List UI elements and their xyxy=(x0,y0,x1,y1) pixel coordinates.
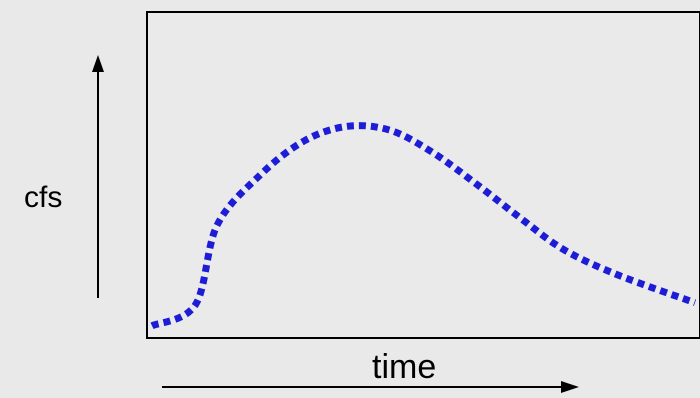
x-axis-label: time xyxy=(372,348,436,386)
x-axis-arrowhead xyxy=(561,381,579,393)
plot-frame xyxy=(146,11,700,339)
series-line xyxy=(150,122,697,330)
series-layer xyxy=(150,122,697,330)
y-axis-label: cfs xyxy=(24,181,62,214)
y-axis-arrowhead xyxy=(92,55,104,72)
